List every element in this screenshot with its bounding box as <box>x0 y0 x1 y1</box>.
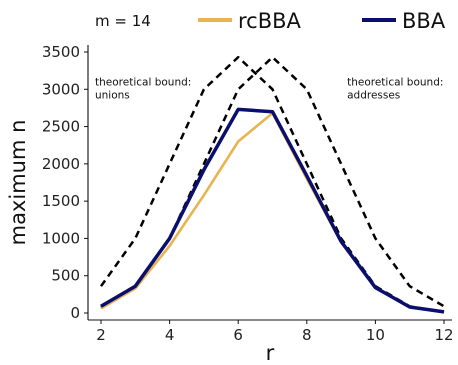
x-tick-label: 12 <box>434 326 453 344</box>
y-tick-label: 3000 <box>42 80 80 98</box>
legend-prefix: m = 14 <box>95 12 151 30</box>
annotation-line: addresses <box>347 90 400 102</box>
annotation-line: theoretical bound: <box>95 77 191 89</box>
annotation-line: theoretical bound: <box>347 77 443 89</box>
x-tick-label: 2 <box>96 326 106 344</box>
annotation-1: theoretical bound: addresses <box>347 77 443 102</box>
x-tick-label: 8 <box>302 326 312 344</box>
y-tick-label: 0 <box>70 304 80 322</box>
axes: 0 500 1000 1500 2000 2500 3000 3500 2 4 6 8 10 12 r max… <box>6 43 454 365</box>
x-tick-label: 6 <box>233 326 243 344</box>
x-axis-title: r <box>266 341 275 365</box>
y-tick-label: 2500 <box>42 118 80 136</box>
legend: m = 14 rcBBA BBA <box>95 9 446 33</box>
x-tick-label: 4 <box>165 326 175 344</box>
series-line-bound-3 <box>100 55 445 309</box>
y-tick-label: 1500 <box>42 192 80 210</box>
legend-label-bba: BBA <box>402 9 446 33</box>
y-tick-label: 2000 <box>42 155 80 173</box>
y-tick-label: 500 <box>51 267 80 285</box>
y-tick-label: 1000 <box>42 229 80 247</box>
series-layer <box>99 55 445 314</box>
y-axis-title: maximum n <box>6 120 30 246</box>
y-tick-label: 3500 <box>42 43 80 61</box>
annotation-0: theoretical bound: unions <box>95 77 191 102</box>
x-tick-label: 10 <box>366 326 385 344</box>
series-line-bba <box>100 107 445 314</box>
series-line-rcbba <box>100 111 445 314</box>
legend-label-rcbba: rcBBA <box>238 9 302 33</box>
annotation-line: unions <box>95 90 130 102</box>
